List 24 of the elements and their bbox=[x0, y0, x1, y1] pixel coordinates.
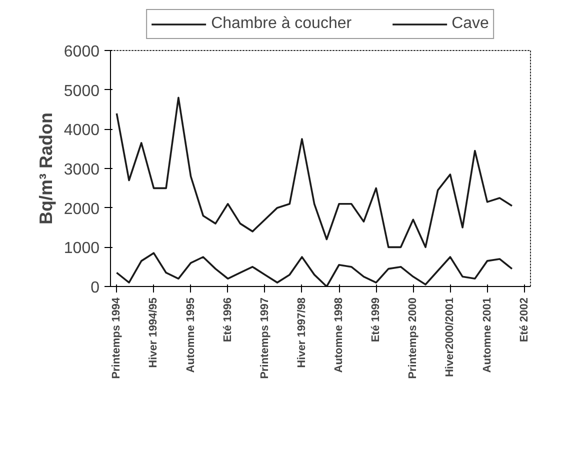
x-tick-label: Hiver2000/2001 bbox=[444, 298, 456, 378]
y-tick-label: 0 bbox=[90, 280, 100, 296]
x-tick-label: Hiver 1994/95 bbox=[148, 297, 160, 368]
line-series bbox=[116, 252, 513, 286]
x-tick-label: Printemps 1997 bbox=[258, 297, 271, 379]
y-tick-label: 5000 bbox=[64, 82, 100, 100]
y-tick-label: 4000 bbox=[64, 122, 100, 140]
x-tick-label: Eté 2002 bbox=[518, 297, 530, 342]
x-tick-label: Automne 2001 bbox=[481, 297, 494, 373]
x-tick-label: Automne 1998 bbox=[333, 297, 346, 373]
x-tick-label: Printemps 1994 bbox=[110, 296, 123, 379]
x-tick-label: Eté 1999 bbox=[370, 297, 382, 342]
y-tick-label: 2000 bbox=[64, 200, 100, 218]
x-tick-label: Eté 1996 bbox=[222, 297, 234, 342]
x-tick-label: Automne 1995 bbox=[184, 297, 197, 373]
legend-label: Chambre à coucher bbox=[211, 15, 352, 33]
x-tick-label: Hiver 1997/98 bbox=[296, 297, 308, 368]
y-tick-label: 3000 bbox=[64, 162, 100, 178]
y-tick-label: 1000 bbox=[64, 240, 100, 258]
legend-label: Cave bbox=[452, 15, 489, 33]
x-tick-label: Printemps 2000 bbox=[407, 297, 420, 379]
y-axis-title: Bq/m³ Radon bbox=[36, 112, 56, 224]
y-tick-label: 6000 bbox=[64, 44, 100, 60]
line-series bbox=[116, 96, 513, 248]
